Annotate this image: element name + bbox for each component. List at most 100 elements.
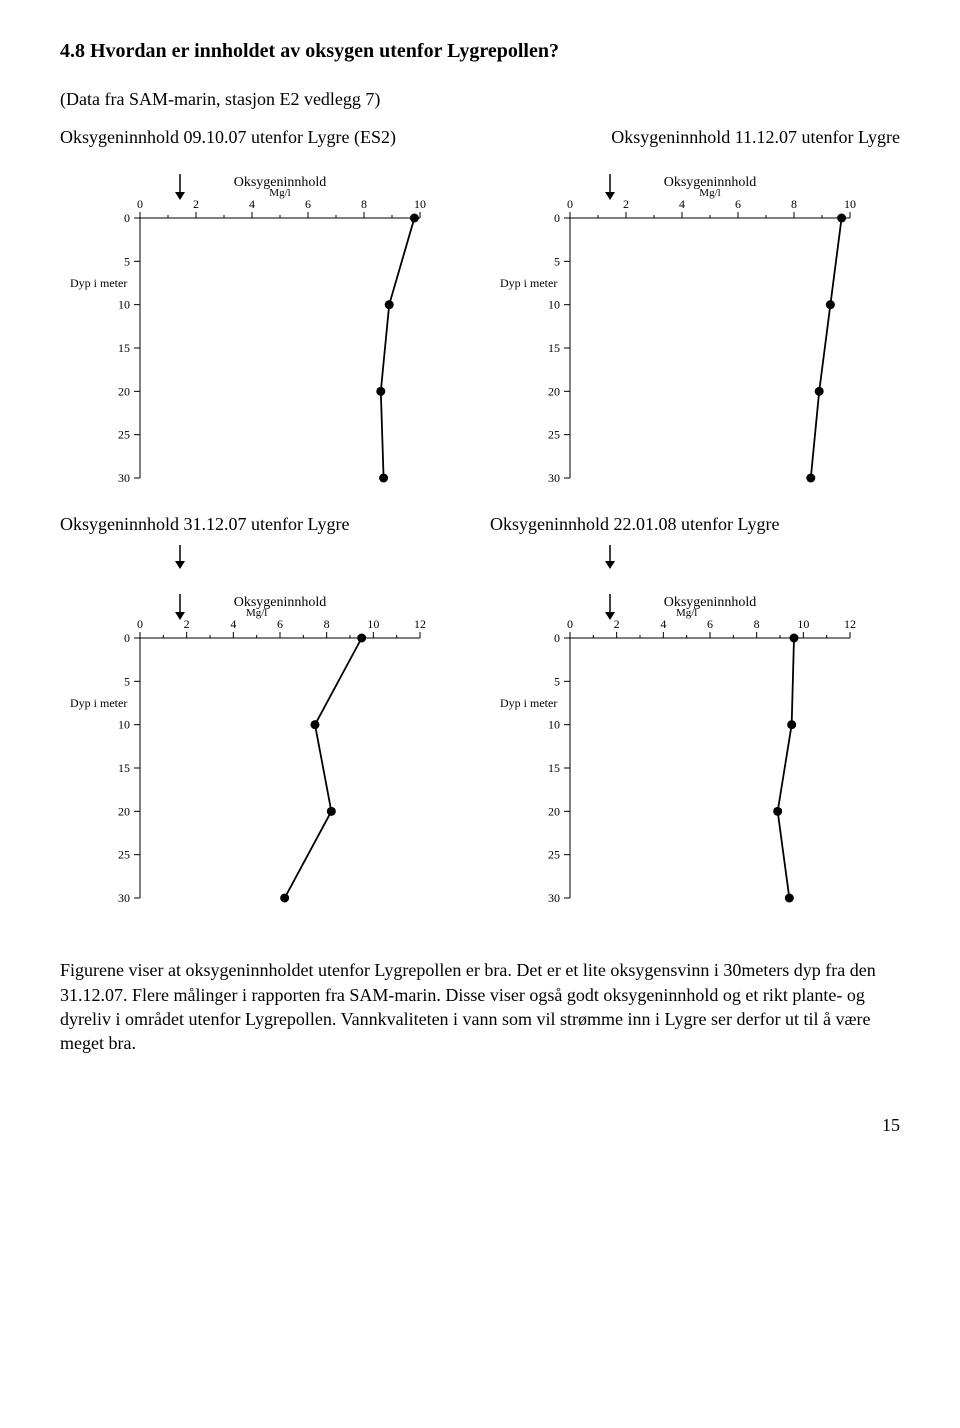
svg-text:15: 15 bbox=[548, 341, 560, 355]
svg-text:10: 10 bbox=[367, 617, 379, 631]
svg-text:25: 25 bbox=[548, 848, 560, 862]
svg-text:25: 25 bbox=[118, 848, 130, 862]
svg-text:6: 6 bbox=[707, 617, 713, 631]
data-point bbox=[311, 720, 320, 729]
svg-text:30: 30 bbox=[118, 471, 130, 485]
svg-text:5: 5 bbox=[554, 255, 560, 269]
svg-text:2: 2 bbox=[193, 197, 199, 211]
conclusion-paragraph: Figurene viser at oksygeninnholdet utenf… bbox=[60, 958, 900, 1055]
svg-text:10: 10 bbox=[548, 298, 560, 312]
data-point bbox=[837, 214, 846, 223]
intro-source-line: (Data fra SAM-marin, stasjon E2 vedlegg … bbox=[60, 87, 900, 111]
chart-cell: Oksygeninnhold0246810Mg/l051015202530Dyp… bbox=[490, 168, 900, 578]
svg-text:6: 6 bbox=[277, 617, 283, 631]
svg-text:8: 8 bbox=[754, 617, 760, 631]
chart-grid: Oksygeninnhold0246810Mg/l051015202530Dyp… bbox=[60, 168, 900, 928]
svg-text:15: 15 bbox=[548, 761, 560, 775]
svg-text:10: 10 bbox=[797, 617, 809, 631]
page-number: 15 bbox=[60, 1115, 900, 1136]
svg-text:0: 0 bbox=[124, 631, 130, 645]
data-point bbox=[773, 807, 782, 816]
intro-right: Oksygeninnhold 11.12.07 utenfor Lygre bbox=[611, 127, 900, 148]
svg-text:8: 8 bbox=[791, 197, 797, 211]
y-axis-label: Dyp i meter bbox=[500, 276, 557, 290]
data-point bbox=[790, 634, 799, 643]
svg-text:0: 0 bbox=[124, 211, 130, 225]
svg-text:5: 5 bbox=[124, 255, 130, 269]
svg-text:15: 15 bbox=[118, 341, 130, 355]
data-point bbox=[410, 214, 419, 223]
svg-text:0: 0 bbox=[554, 631, 560, 645]
data-point bbox=[376, 387, 385, 396]
data-line bbox=[381, 218, 415, 478]
svg-text:10: 10 bbox=[118, 298, 130, 312]
data-point bbox=[785, 894, 794, 903]
chart-cell: Oksygeninnhold024681012Mg/l051015202530D… bbox=[60, 588, 470, 928]
svg-text:10: 10 bbox=[548, 718, 560, 732]
chart-oxy-1112: Oksygeninnhold0246810Mg/l051015202530Dyp… bbox=[490, 168, 890, 508]
y-axis-label: Dyp i meter bbox=[70, 276, 127, 290]
svg-text:2: 2 bbox=[614, 617, 620, 631]
y-axis-label: Dyp i meter bbox=[500, 696, 557, 710]
data-line bbox=[811, 218, 842, 478]
svg-text:5: 5 bbox=[124, 675, 130, 689]
data-line bbox=[778, 638, 794, 898]
svg-text:4: 4 bbox=[249, 197, 255, 211]
svg-text:15: 15 bbox=[118, 761, 130, 775]
data-point bbox=[327, 807, 336, 816]
svg-text:0: 0 bbox=[554, 211, 560, 225]
chart-oxy-2201: Oksygeninnhold024681012Mg/l051015202530D… bbox=[490, 588, 890, 928]
svg-text:8: 8 bbox=[361, 197, 367, 211]
data-line bbox=[285, 638, 362, 898]
svg-text:20: 20 bbox=[118, 385, 130, 399]
svg-text:2: 2 bbox=[623, 197, 629, 211]
svg-text:0: 0 bbox=[137, 197, 143, 211]
chart-oxy-3112: Oksygeninnhold024681012Mg/l051015202530D… bbox=[60, 588, 460, 928]
data-point bbox=[385, 300, 394, 309]
svg-text:6: 6 bbox=[735, 197, 741, 211]
y-axis-label: Dyp i meter bbox=[70, 696, 127, 710]
chart-oxy-0910: Oksygeninnhold0246810Mg/l051015202530Dyp… bbox=[60, 168, 460, 508]
svg-text:8: 8 bbox=[324, 617, 330, 631]
svg-text:10: 10 bbox=[118, 718, 130, 732]
svg-text:5: 5 bbox=[554, 675, 560, 689]
svg-text:4: 4 bbox=[230, 617, 236, 631]
svg-text:0: 0 bbox=[567, 197, 573, 211]
svg-text:20: 20 bbox=[548, 805, 560, 819]
svg-text:25: 25 bbox=[118, 428, 130, 442]
svg-text:30: 30 bbox=[118, 891, 130, 905]
svg-text:Mg/l: Mg/l bbox=[269, 187, 290, 199]
svg-text:Mg/l: Mg/l bbox=[699, 187, 720, 199]
data-point bbox=[280, 894, 289, 903]
svg-text:0: 0 bbox=[567, 617, 573, 631]
svg-text:12: 12 bbox=[414, 617, 426, 631]
chart-cell: Oksygeninnhold0246810Mg/l051015202530Dyp… bbox=[60, 168, 470, 578]
svg-text:6: 6 bbox=[305, 197, 311, 211]
arrow-down-icon bbox=[170, 545, 200, 573]
data-point bbox=[357, 634, 366, 643]
svg-text:30: 30 bbox=[548, 891, 560, 905]
svg-text:25: 25 bbox=[548, 428, 560, 442]
svg-text:Mg/l: Mg/l bbox=[246, 607, 267, 619]
svg-text:20: 20 bbox=[118, 805, 130, 819]
svg-text:12: 12 bbox=[844, 617, 856, 631]
data-point bbox=[815, 387, 824, 396]
section-heading: 4.8 Hvordan er innholdet av oksygen uten… bbox=[60, 40, 900, 63]
svg-text:2: 2 bbox=[184, 617, 190, 631]
svg-text:30: 30 bbox=[548, 471, 560, 485]
svg-text:0: 0 bbox=[137, 617, 143, 631]
intro-left: Oksygeninnhold 09.10.07 utenfor Lygre (E… bbox=[60, 127, 396, 148]
svg-text:4: 4 bbox=[660, 617, 666, 631]
chart-caption: Oksygeninnhold 31.12.07 utenfor Lygre bbox=[60, 514, 470, 535]
svg-text:10: 10 bbox=[414, 197, 426, 211]
data-point bbox=[826, 300, 835, 309]
data-point bbox=[787, 720, 796, 729]
svg-text:20: 20 bbox=[548, 385, 560, 399]
chart-caption: Oksygeninnhold 22.01.08 utenfor Lygre bbox=[490, 514, 900, 535]
data-point bbox=[379, 474, 388, 483]
svg-text:4: 4 bbox=[679, 197, 685, 211]
svg-text:10: 10 bbox=[844, 197, 856, 211]
arrow-down-icon bbox=[600, 545, 630, 573]
svg-text:Mg/l: Mg/l bbox=[676, 607, 697, 619]
data-point bbox=[806, 474, 815, 483]
